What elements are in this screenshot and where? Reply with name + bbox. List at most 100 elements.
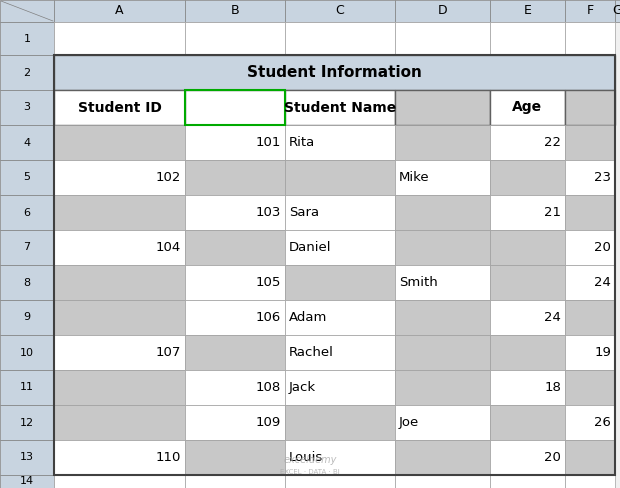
Bar bbox=[285, 125, 395, 160]
Bar bbox=[395, 475, 490, 488]
Bar bbox=[395, 370, 490, 405]
Bar bbox=[565, 405, 615, 440]
Text: 103: 103 bbox=[255, 206, 281, 219]
Bar bbox=[565, 195, 615, 230]
Bar bbox=[0, 195, 54, 230]
Bar bbox=[54, 335, 185, 370]
Bar bbox=[490, 195, 565, 230]
Bar bbox=[490, 90, 565, 125]
Bar bbox=[395, 90, 490, 125]
Text: 24: 24 bbox=[544, 311, 561, 324]
Bar bbox=[185, 160, 285, 195]
Bar bbox=[395, 335, 490, 370]
Bar bbox=[54, 0, 185, 22]
Bar bbox=[54, 370, 185, 405]
Bar bbox=[54, 195, 185, 230]
Text: 102: 102 bbox=[156, 171, 181, 184]
Bar bbox=[490, 195, 565, 230]
Bar bbox=[54, 335, 185, 370]
Bar bbox=[285, 300, 395, 335]
Bar bbox=[54, 160, 185, 195]
Bar bbox=[54, 405, 185, 440]
Bar bbox=[395, 160, 490, 195]
Bar bbox=[0, 22, 54, 55]
Bar bbox=[490, 265, 565, 300]
Bar bbox=[54, 195, 185, 230]
Bar bbox=[565, 335, 615, 370]
Bar bbox=[490, 440, 565, 475]
Bar bbox=[285, 405, 395, 440]
Bar bbox=[565, 300, 615, 335]
Bar bbox=[0, 370, 54, 405]
Text: 107: 107 bbox=[156, 346, 181, 359]
Bar bbox=[54, 265, 185, 300]
Bar bbox=[490, 300, 565, 335]
Text: 5: 5 bbox=[24, 172, 30, 183]
Bar bbox=[565, 370, 615, 405]
Text: 12: 12 bbox=[20, 418, 34, 427]
Bar bbox=[395, 160, 490, 195]
Text: 9: 9 bbox=[24, 312, 30, 323]
Text: C: C bbox=[335, 4, 344, 18]
Bar bbox=[54, 300, 185, 335]
Bar bbox=[395, 195, 490, 230]
Bar bbox=[490, 300, 565, 335]
Bar bbox=[565, 440, 615, 475]
Bar bbox=[395, 405, 490, 440]
Bar bbox=[285, 195, 395, 230]
Bar bbox=[54, 440, 185, 475]
Bar bbox=[395, 55, 490, 90]
Bar bbox=[565, 335, 615, 370]
Bar bbox=[54, 370, 185, 405]
Text: Student Information: Student Information bbox=[247, 65, 422, 80]
Bar bbox=[490, 335, 565, 370]
Bar bbox=[565, 370, 615, 405]
Bar bbox=[285, 475, 395, 488]
Bar bbox=[565, 475, 615, 488]
Text: B: B bbox=[231, 4, 239, 18]
Bar bbox=[0, 440, 54, 475]
Bar bbox=[54, 265, 185, 300]
Bar bbox=[185, 125, 285, 160]
Text: 3: 3 bbox=[24, 102, 30, 113]
Text: Sara: Sara bbox=[289, 206, 319, 219]
Text: 13: 13 bbox=[20, 452, 34, 463]
Bar bbox=[285, 265, 395, 300]
Bar bbox=[490, 405, 565, 440]
Text: D: D bbox=[438, 4, 447, 18]
Bar bbox=[565, 265, 615, 300]
Bar bbox=[185, 55, 285, 90]
Text: 20: 20 bbox=[594, 241, 611, 254]
Bar bbox=[185, 90, 285, 125]
Bar bbox=[565, 300, 615, 335]
Text: G: G bbox=[613, 4, 620, 18]
Bar bbox=[54, 405, 185, 440]
Bar bbox=[395, 370, 490, 405]
Bar bbox=[395, 90, 490, 125]
Bar bbox=[565, 125, 615, 160]
Bar bbox=[490, 0, 565, 22]
Bar bbox=[565, 160, 615, 195]
Text: 11: 11 bbox=[20, 383, 34, 392]
Bar bbox=[285, 90, 395, 125]
Bar bbox=[0, 55, 54, 90]
Bar bbox=[490, 90, 565, 125]
Bar bbox=[490, 335, 565, 370]
Bar bbox=[0, 125, 54, 160]
Bar bbox=[565, 230, 615, 265]
Bar bbox=[54, 55, 185, 90]
Text: Student ID: Student ID bbox=[78, 101, 161, 115]
Text: 108: 108 bbox=[255, 381, 281, 394]
Bar bbox=[395, 300, 490, 335]
Bar bbox=[395, 265, 490, 300]
Bar bbox=[285, 440, 395, 475]
Bar bbox=[285, 370, 395, 405]
Bar bbox=[395, 440, 490, 475]
Bar bbox=[0, 405, 54, 440]
Bar bbox=[185, 405, 285, 440]
Bar bbox=[565, 22, 615, 55]
Bar bbox=[565, 160, 615, 195]
Bar bbox=[490, 160, 565, 195]
Bar bbox=[395, 195, 490, 230]
Text: F: F bbox=[587, 4, 593, 18]
